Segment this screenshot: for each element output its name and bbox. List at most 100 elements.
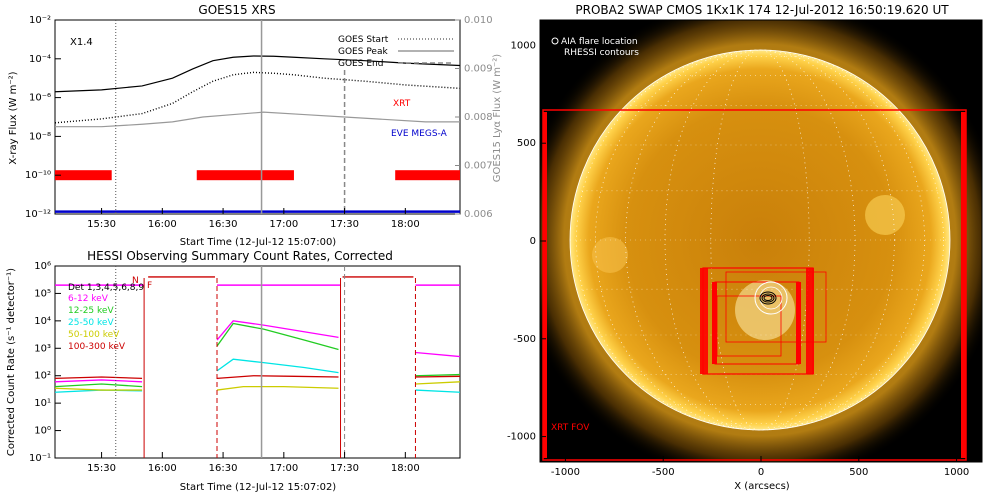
- hessi-title: HESSI Observing Summary Count Rates, Cor…: [87, 249, 393, 263]
- swap-legend-aia: AIA flare location: [561, 37, 638, 47]
- swap-xlabel: X (arcsecs): [734, 481, 790, 492]
- hessi-legend-100-300: 100-300 keV: [68, 342, 126, 352]
- hessi-legend: Det 1,3,4,5,6,8,9 6-12 keV 12-25 keV 25-…: [68, 283, 144, 352]
- x-tick-label: -500: [652, 467, 675, 478]
- y-tick-label: 10⁰: [34, 426, 51, 437]
- goes-x-ticks: 15:30 16:00 16:30 17:00 17:30 18:00: [87, 208, 420, 230]
- goes-y2-ticks: 0.006 0.007 0.008 0.009 0.010: [455, 15, 493, 220]
- y-tick-label: -1000: [507, 432, 536, 443]
- y-tick-label: 500: [517, 138, 536, 149]
- y-tick-label: 10⁶: [34, 261, 51, 272]
- hessi-gaps: [115, 266, 416, 458]
- hessi-series-line: [415, 373, 461, 377]
- hessi-flag-n: N: [132, 276, 139, 286]
- rhessi-contours: [754, 281, 788, 315]
- x-tick-label: 17:00: [269, 463, 298, 474]
- xrt-subfields: [700, 267, 827, 375]
- hessi-legend-12-25: 12-25 keV: [68, 306, 114, 316]
- xrt-fov: [542, 109, 967, 461]
- goes-title: GOES15 XRS: [198, 3, 275, 17]
- goes-short-channel: [54, 71, 461, 124]
- y2-tick-label: 0.010: [464, 15, 493, 26]
- x-tick-label: 17:30: [330, 463, 359, 474]
- goes-markers: [115, 20, 346, 214]
- hessi-series-line: [54, 379, 143, 383]
- hessi-legend-6-12: 6-12 keV: [68, 294, 109, 304]
- x-tick-label: 1000: [944, 467, 969, 478]
- x-tick-label: 16:30: [209, 219, 238, 230]
- hessi-series-line: [216, 320, 339, 341]
- hessi-series-line: [415, 381, 461, 385]
- goes-panel: GOES15 XRS 15:30 16:00 16:30 17:00 17:30 18:0…: [8, 3, 503, 248]
- goes-annotation: X1.4: [70, 37, 93, 48]
- hessi-series-line: [216, 385, 339, 391]
- x-tick-label: -1000: [551, 467, 580, 478]
- x-tick-label: 18:00: [391, 219, 420, 230]
- y-tick-label: -500: [513, 334, 536, 345]
- aia-flare-marker-icon: [551, 37, 559, 45]
- hessi-series-line: [415, 375, 461, 378]
- hessi-xlabel: Start Time (12-Jul-12 15:07:02): [180, 482, 337, 493]
- swap-legend: AIA flare location RHESSI contours: [551, 37, 639, 58]
- hessi-y-ticks: 10⁻¹ 10⁰ 10¹ 10² 10³ 10⁴ 10⁵ 10⁶: [29, 261, 61, 464]
- goes-frame: [54, 19, 461, 215]
- x-tick-label: 18:00: [391, 463, 420, 474]
- hessi-series-line: [216, 375, 339, 380]
- active-region-west: [865, 195, 905, 235]
- y2-tick-label: 0.007: [464, 161, 493, 172]
- xrt-label: XRT: [393, 99, 411, 109]
- hessi-panel: HESSI Observing Summary Count Rates, Cor…: [6, 249, 461, 493]
- y2-tick-label: 0.008: [464, 112, 493, 123]
- y-tick-label: 10⁻¹²: [25, 209, 51, 220]
- hessi-flag-f: F: [147, 281, 152, 291]
- x-tick-label: 16:00: [148, 463, 177, 474]
- longitude-line: [664, 49, 856, 431]
- x-tick-label: 15:30: [87, 463, 116, 474]
- goes-legend-start: GOES Start: [338, 35, 389, 45]
- hessi-legend-25-50: 25-50 keV: [68, 318, 114, 328]
- swap-panel: PROBA2 SWAP CMOS 1Kx1K 174 12-Jul-2012 1…: [507, 3, 983, 492]
- y-tick-label: 10⁻²: [29, 15, 51, 26]
- y2-tick-label: 0.006: [464, 209, 493, 220]
- y-tick-label: 10⁻⁴: [29, 54, 51, 65]
- xrt-band: [196, 170, 294, 181]
- hessi-series-line: [216, 358, 339, 374]
- hessi-x-ticks: 15:30 16:00 16:30 17:00 17:30 18:00: [87, 452, 420, 474]
- eve-label: EVE MEGS-A: [391, 129, 448, 139]
- y-tick-label: 10⁻⁶: [29, 93, 51, 104]
- y-tick-label: 10²: [34, 371, 51, 382]
- y-tick-label: 10⁻¹⁰: [25, 170, 51, 181]
- y-tick-label: 10³: [34, 343, 51, 354]
- active-region-flare: [735, 280, 795, 340]
- swap-x-ticks: -1000 -500 0 500 1000: [551, 456, 969, 478]
- x-tick-label: 16:30: [209, 463, 238, 474]
- xrt-coverage-bands: [55, 170, 460, 181]
- goes-ylabel: X-ray Flux (W m⁻²): [8, 71, 19, 164]
- goes-legend-peak: GOES Peak: [338, 47, 388, 57]
- goes-y-ticks: 10⁻¹² 10⁻¹⁰ 10⁻⁸ 10⁻⁶ 10⁻⁴ 10⁻²: [25, 15, 61, 220]
- x-tick-label: 0: [758, 467, 764, 478]
- goes-lyman-alpha: [55, 111, 460, 128]
- y2-tick-label: 0.009: [464, 64, 493, 75]
- y-tick-label: 0: [530, 236, 536, 247]
- y-tick-label: 10⁻¹: [29, 453, 51, 464]
- swap-title: PROBA2 SWAP CMOS 1Kx1K 174 12-Jul-2012 1…: [575, 3, 949, 17]
- goes-ylabel-right: GOES15 Lyα Flux (W m⁻²): [492, 54, 503, 182]
- swap-y-ticks: -1000 -500 0 500 1000: [507, 40, 546, 443]
- x-tick-label: 500: [849, 467, 868, 478]
- hessi-series-line: [415, 351, 461, 358]
- hessi-series-line: [54, 387, 143, 391]
- x-tick-label: 17:30: [330, 219, 359, 230]
- hessi-series: [54, 276, 461, 393]
- heliographic-grid: [570, 49, 950, 431]
- x-tick-label: 16:00: [148, 219, 177, 230]
- hessi-frame: [54, 265, 461, 459]
- x-tick-label: 17:00: [269, 219, 298, 230]
- hessi-series-line: [54, 376, 143, 380]
- xrt-band: [395, 170, 460, 181]
- hessi-legend-50-100: 50-100 keV: [68, 330, 120, 340]
- hessi-ylabel: Corrected Count Rate (s⁻¹ detector⁻¹): [6, 268, 17, 456]
- xrt-band: [55, 170, 112, 181]
- x-tick-label: 15:30: [87, 219, 116, 230]
- xrt-fov-label: XRT FOV: [551, 423, 590, 433]
